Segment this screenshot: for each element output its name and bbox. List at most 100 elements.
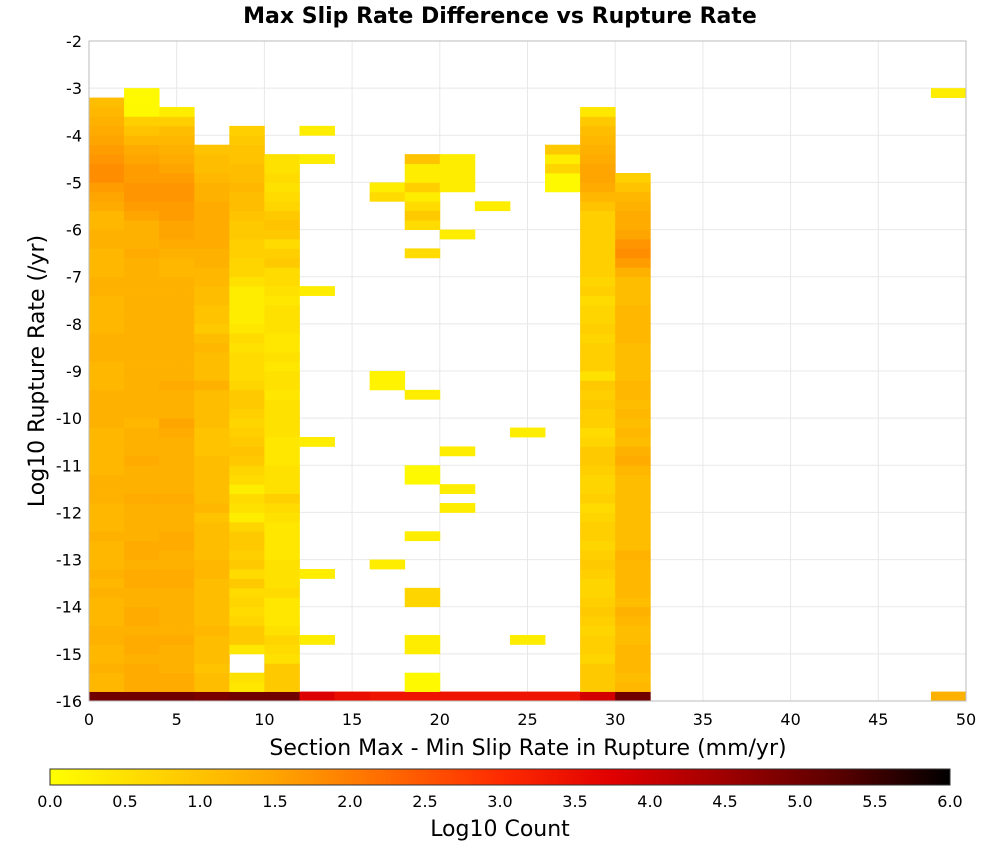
- y-tick-label: -2: [66, 32, 82, 51]
- heatmap-cell: [194, 597, 230, 608]
- heatmap-cell: [264, 389, 300, 400]
- heatmap-cell: [89, 276, 125, 287]
- heatmap-cell: [229, 276, 265, 287]
- heatmap-cell: [89, 314, 125, 325]
- x-tick-label: 25: [517, 710, 537, 729]
- heatmap-cell: [264, 191, 300, 202]
- heatmap-cell: [615, 569, 651, 579]
- heatmap-cell: [264, 682, 300, 692]
- heatmap-cell: [580, 182, 616, 193]
- heatmap-cell: [194, 276, 230, 287]
- heatmap-cell: [159, 512, 195, 523]
- heatmap-cell: [194, 474, 230, 485]
- heatmap-cell: [545, 691, 581, 702]
- heatmap-cell: [124, 540, 160, 551]
- heatmap-cell: [194, 484, 230, 494]
- heatmap-cell: [124, 691, 160, 702]
- x-tick-label: 35: [693, 710, 713, 729]
- heatmap-cell: [615, 191, 651, 202]
- heatmap-cell: [159, 305, 195, 315]
- heatmap-cell: [194, 644, 230, 655]
- heatmap-cell: [229, 173, 265, 183]
- colorbar-tick-label: 0.0: [37, 792, 62, 811]
- heatmap-cell: [229, 286, 265, 296]
- heatmap-cell: [159, 559, 195, 570]
- heatmap-cell: [580, 305, 616, 315]
- heatmap-cell: [580, 587, 616, 598]
- colorbar-tick-label: 6.0: [937, 792, 962, 811]
- heatmap-cell: [229, 229, 265, 240]
- heatmap-cell: [264, 427, 300, 438]
- heatmap-cell: [580, 672, 616, 683]
- heatmap-cell: [369, 371, 406, 381]
- heatmap-cell: [229, 635, 265, 645]
- heatmap-cell: [264, 606, 300, 617]
- heatmap-cell: [89, 154, 125, 164]
- heatmap-cell: [404, 682, 441, 692]
- heatmap-cell: [404, 191, 441, 202]
- heatmap-cell: [194, 267, 230, 278]
- heatmap-cell: [159, 493, 195, 504]
- heatmap-cell: [124, 257, 160, 268]
- heatmap-cell: [264, 267, 300, 278]
- heatmap-cell: [159, 408, 195, 419]
- heatmap-cell: [124, 427, 160, 438]
- heatmap-cell: [194, 163, 230, 174]
- heatmap-cell: [930, 691, 967, 702]
- heatmap-cell: [439, 503, 476, 513]
- heatmap-cell: [580, 493, 616, 504]
- heatmap-cell: [615, 352, 651, 362]
- heatmap-cell: [545, 154, 581, 164]
- heatmap-cell: [229, 521, 265, 532]
- heatmap-cell: [264, 173, 300, 183]
- heatmap-cell: [124, 474, 160, 485]
- heatmap-cell: [124, 503, 160, 513]
- heatmap-cell: [124, 389, 160, 400]
- colorbar-label: Log10 Count: [430, 817, 570, 842]
- colorbar-tick-label: 5.0: [787, 792, 812, 811]
- colorbar-tick-label: 1.5: [262, 792, 287, 811]
- heatmap-cell: [194, 201, 230, 212]
- heatmap-cell: [89, 644, 125, 655]
- heatmap-cell: [404, 210, 441, 221]
- heatmap-cell: [194, 333, 230, 344]
- heatmap-cell: [159, 276, 195, 287]
- heatmap-cell: [264, 333, 300, 344]
- heatmap-cell: [194, 635, 230, 645]
- heatmap-cell: [124, 305, 160, 315]
- heatmap-cell: [89, 531, 125, 542]
- heatmap-cell: [229, 239, 265, 249]
- heatmap-cell: [89, 597, 125, 608]
- heatmap-cell: [580, 597, 616, 608]
- heatmap-cell: [124, 606, 160, 617]
- heatmap-cell: [615, 305, 651, 315]
- heatmap-cell: [615, 173, 651, 183]
- heatmap-cell: [194, 437, 230, 447]
- heatmap-cell: [89, 578, 125, 589]
- heatmap-cell: [264, 597, 300, 608]
- heatmap-cell: [404, 163, 441, 174]
- y-tick-label: -16: [56, 692, 82, 711]
- heatmap-cell: [194, 371, 230, 381]
- heatmap-cell: [159, 314, 195, 325]
- heatmap-cell: [580, 455, 616, 466]
- heatmap-cell: [194, 606, 230, 617]
- heatmap-cell: [264, 653, 300, 664]
- heatmap-cell: [229, 295, 265, 306]
- heatmap-cell: [124, 88, 160, 98]
- heatmap-cell: [124, 144, 160, 155]
- heatmap-cell: [439, 229, 476, 240]
- heatmap-cell: [439, 484, 476, 494]
- heatmap-cell: [615, 606, 651, 617]
- x-tick-label: 30: [605, 710, 625, 729]
- heatmap-cell: [580, 220, 616, 230]
- heatmap-cell: [124, 276, 160, 287]
- heatmap-cell: [229, 333, 265, 344]
- y-tick-label: -11: [56, 456, 82, 475]
- heatmap-cell: [580, 144, 616, 155]
- heatmap-cell: [439, 154, 476, 164]
- heatmap-cell: [159, 191, 195, 202]
- heatmap-cell: [615, 361, 651, 372]
- heatmap-cell: [580, 257, 616, 268]
- heatmap-cell: [89, 389, 125, 400]
